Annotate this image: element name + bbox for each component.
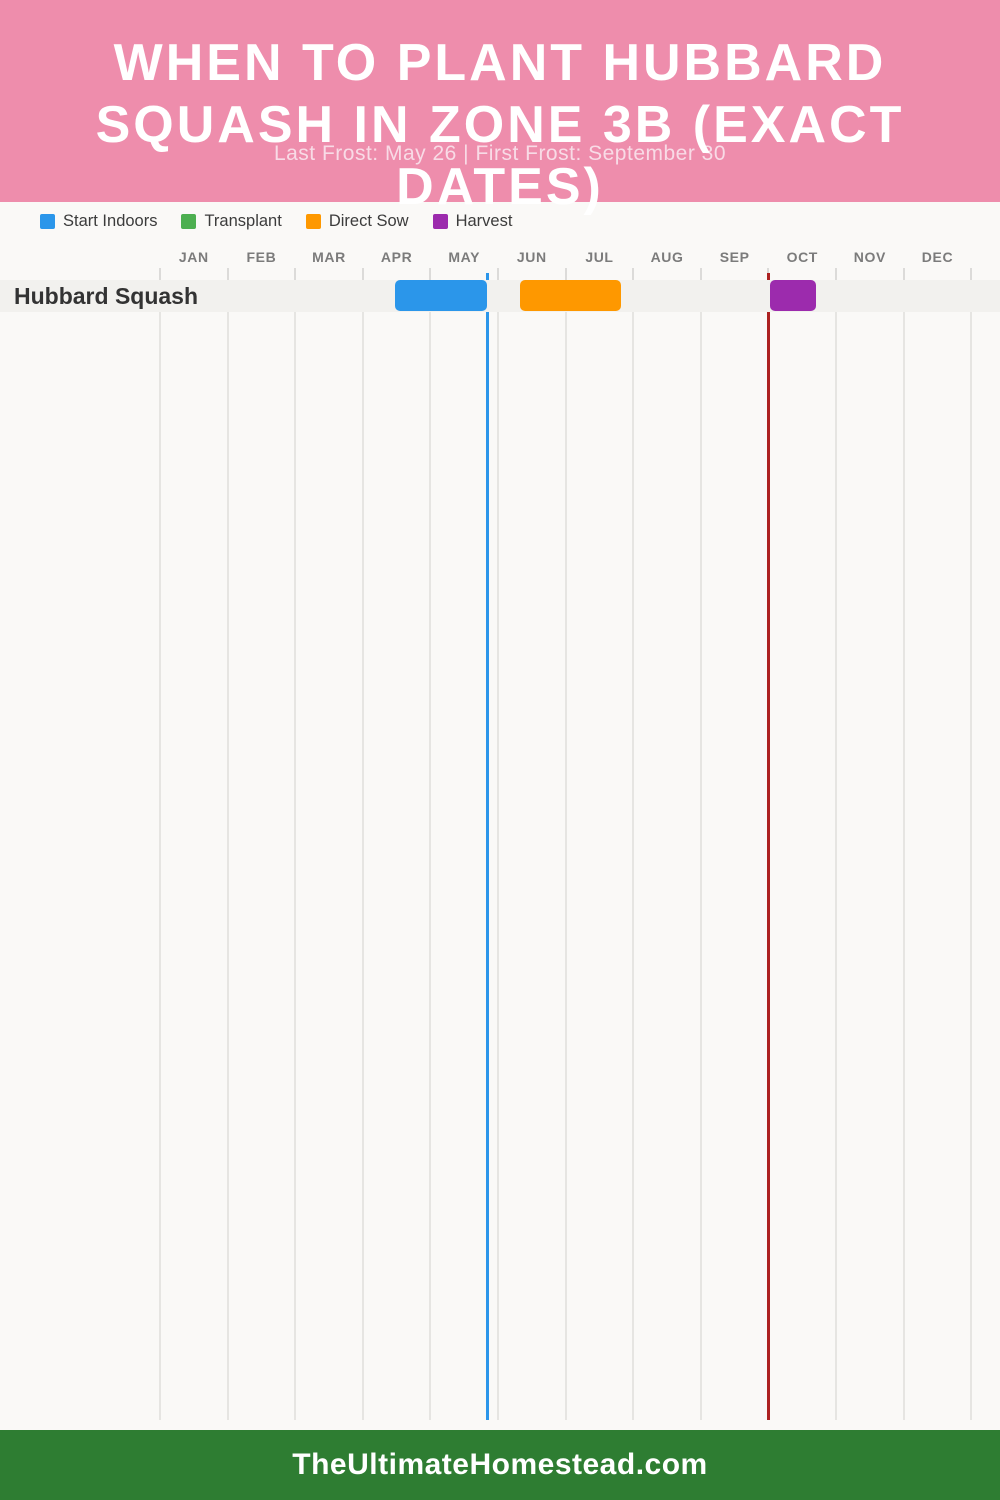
site-name: TheUltimateHomestead.com bbox=[292, 1448, 708, 1481]
bar-direct-sow bbox=[520, 280, 622, 311]
month-label-jul: JUL bbox=[585, 249, 614, 265]
month-label-mar: MAR bbox=[312, 249, 346, 265]
gridline bbox=[699, 312, 702, 1420]
month-tick bbox=[294, 268, 297, 280]
month-tick bbox=[835, 268, 838, 280]
month-tick bbox=[564, 268, 567, 280]
frost-line-last-frost bbox=[486, 273, 490, 1420]
month-tick bbox=[632, 268, 635, 280]
month-tick bbox=[429, 268, 432, 280]
month-tick bbox=[226, 268, 229, 280]
transplant-swatch-icon bbox=[181, 214, 197, 229]
bar-harvest bbox=[769, 280, 816, 311]
start-indoors-swatch-icon bbox=[40, 214, 55, 229]
month-label-jan: JAN bbox=[178, 249, 209, 265]
legend-item-start-indoors: Start Indoors bbox=[40, 212, 157, 231]
gridline bbox=[564, 312, 567, 1420]
row-label: Hubbard Squash bbox=[14, 283, 199, 309]
month-label-oct: OCT bbox=[786, 249, 818, 265]
gridline bbox=[497, 312, 500, 1420]
month-tick bbox=[361, 268, 364, 280]
legend-item-harvest: Harvest bbox=[432, 212, 513, 231]
legend-label: Direct Sow bbox=[328, 212, 409, 230]
harvest-swatch-icon bbox=[432, 214, 448, 229]
legend: Start Indoors Transplant Direct Sow Harv… bbox=[40, 212, 536, 231]
month-label-aug: AUG bbox=[650, 249, 684, 265]
direct-sow-swatch-icon bbox=[305, 214, 321, 229]
month-tick bbox=[497, 268, 500, 280]
gridline bbox=[429, 312, 432, 1420]
month-label-dec: DEC bbox=[921, 249, 954, 265]
page-title-line-2: SQUASH IN ZONE 3B (EXACT bbox=[95, 96, 905, 154]
gridline bbox=[632, 312, 635, 1420]
month-tick bbox=[970, 268, 973, 280]
month-label-nov: NOV bbox=[853, 249, 886, 265]
frost-line-first-frost bbox=[766, 273, 770, 1420]
header-banner: Last Frost: May 26 | First Frost: Septem… bbox=[0, 0, 1000, 216]
gridline bbox=[970, 312, 973, 1420]
footer-banner: TheUltimateHomestead.com bbox=[0, 1430, 1000, 1500]
legend-item-transplant: Transplant bbox=[181, 212, 282, 231]
gridline bbox=[159, 312, 161, 1420]
page-title-line-1: WHEN TO PLANT HUBBARD bbox=[113, 34, 887, 92]
row-band-hubbard-squash: Hubbard Squash bbox=[0, 280, 1000, 312]
month-label-sep: SEP bbox=[719, 249, 750, 265]
legend-label: Start Indoors bbox=[63, 212, 158, 230]
month-label-jun: JUN bbox=[516, 249, 547, 265]
month-tick bbox=[699, 268, 702, 280]
legend-label: Harvest bbox=[455, 212, 513, 230]
month-tick bbox=[902, 268, 905, 280]
bar-start-indoors bbox=[394, 280, 488, 311]
page-title: WHEN TO PLANT HUBBARD SQUASH IN ZONE 3B … bbox=[0, 32, 1000, 218]
gridline bbox=[294, 312, 297, 1420]
page-title-line-3: DATES) bbox=[396, 158, 604, 216]
month-tick bbox=[159, 268, 161, 280]
gridline bbox=[226, 312, 229, 1420]
month-label-apr: APR bbox=[380, 249, 413, 265]
gridline bbox=[902, 312, 905, 1420]
gridline bbox=[361, 312, 364, 1420]
month-label-feb: FEB bbox=[246, 249, 277, 265]
legend-item-direct-sow: Direct Sow bbox=[305, 212, 409, 231]
legend-label: Transplant bbox=[204, 212, 282, 230]
frost-dates-subtitle: Last Frost: May 26 | First Frost: Septem… bbox=[273, 142, 727, 165]
gridline bbox=[835, 312, 838, 1420]
month-label-may: MAY bbox=[448, 249, 481, 265]
